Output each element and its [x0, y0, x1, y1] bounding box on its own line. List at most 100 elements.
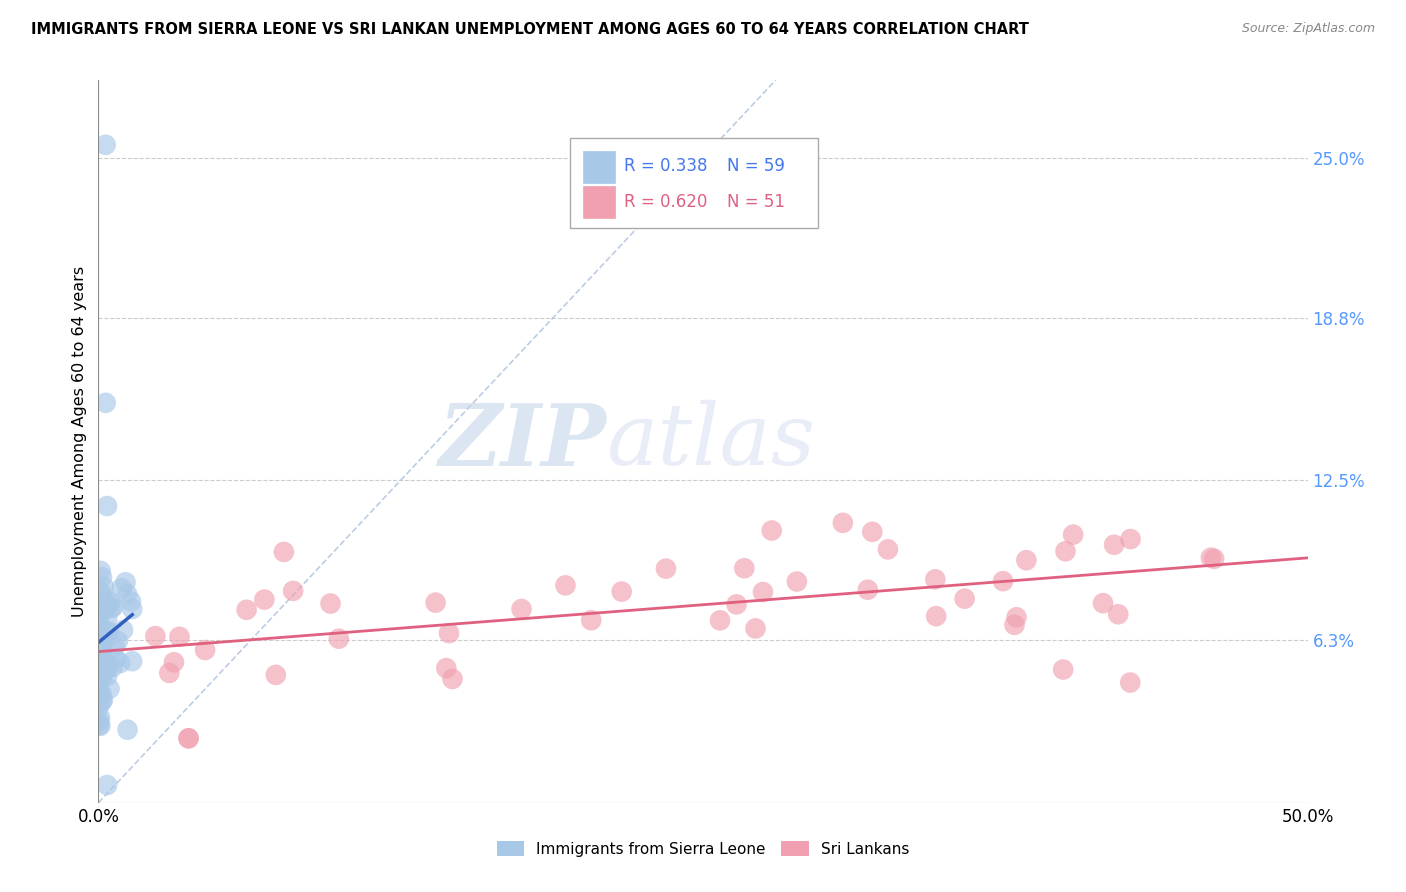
FancyBboxPatch shape	[569, 138, 818, 228]
Point	[101, 660, 124, 674]
FancyBboxPatch shape	[583, 186, 614, 218]
Point	[94, 632, 117, 646]
Point	[1005, 610, 1028, 624]
Point	[163, 655, 186, 669]
Point	[89, 710, 111, 724]
Point	[111, 581, 134, 595]
Point	[1054, 544, 1077, 558]
Point	[425, 596, 447, 610]
Text: N = 59: N = 59	[727, 156, 785, 175]
Point	[93, 591, 115, 605]
Point	[991, 574, 1014, 588]
Point	[89, 719, 111, 733]
Point	[860, 524, 883, 539]
Point	[98, 681, 121, 696]
Point	[103, 640, 125, 654]
Point	[924, 572, 946, 586]
Point	[733, 561, 755, 575]
Point	[115, 587, 138, 601]
Point	[89, 686, 111, 700]
Point	[94, 657, 117, 671]
Text: N = 51: N = 51	[727, 193, 785, 211]
Point	[709, 613, 731, 627]
Point	[1062, 527, 1084, 541]
Text: atlas: atlas	[606, 401, 815, 483]
Point	[94, 396, 117, 410]
Point	[1015, 553, 1038, 567]
Point	[253, 592, 276, 607]
Point	[87, 714, 110, 729]
Point	[90, 564, 112, 578]
Point	[437, 626, 460, 640]
Point	[104, 651, 127, 665]
Point	[786, 574, 808, 589]
Point	[655, 561, 678, 575]
Point	[96, 611, 118, 625]
Point	[89, 652, 111, 666]
Point	[94, 663, 117, 677]
Point	[94, 662, 117, 676]
Point	[761, 524, 783, 538]
Point	[319, 597, 342, 611]
Text: R = 0.620: R = 0.620	[624, 193, 707, 211]
Point	[90, 628, 112, 642]
Point	[1204, 552, 1226, 566]
Point	[108, 656, 131, 670]
Legend: Immigrants from Sierra Leone, Sri Lankans: Immigrants from Sierra Leone, Sri Lankan…	[496, 840, 910, 856]
Point	[98, 595, 121, 609]
Point	[554, 578, 576, 592]
Point	[581, 613, 603, 627]
Point	[90, 668, 112, 682]
Point	[91, 570, 114, 584]
Point	[90, 650, 112, 665]
Point	[89, 584, 111, 599]
Point	[264, 668, 287, 682]
Point	[177, 731, 200, 746]
Point	[117, 723, 139, 737]
Point	[157, 665, 180, 680]
Point	[328, 632, 350, 646]
FancyBboxPatch shape	[583, 151, 614, 183]
Point	[97, 624, 120, 639]
Point	[87, 595, 110, 609]
Text: IMMIGRANTS FROM SIERRA LEONE VS SRI LANKAN UNEMPLOYMENT AMONG AGES 60 TO 64 YEAR: IMMIGRANTS FROM SIERRA LEONE VS SRI LANK…	[31, 22, 1029, 37]
Point	[856, 582, 879, 597]
Point	[1092, 596, 1115, 610]
Point	[96, 499, 118, 513]
Point	[112, 623, 135, 637]
Point	[96, 669, 118, 683]
Point	[90, 673, 112, 688]
Point	[93, 580, 115, 594]
Point	[177, 731, 200, 746]
Point	[441, 672, 464, 686]
Point	[434, 661, 457, 675]
Point	[96, 661, 118, 675]
Point	[107, 634, 129, 648]
Text: R = 0.338: R = 0.338	[624, 156, 707, 175]
Point	[114, 575, 136, 590]
Point	[120, 594, 142, 608]
Point	[510, 602, 533, 616]
Point	[100, 601, 122, 615]
Point	[1199, 550, 1222, 565]
Point	[89, 606, 111, 620]
Point	[89, 644, 111, 658]
Point	[273, 545, 295, 559]
Point	[103, 599, 125, 614]
Point	[121, 602, 143, 616]
Point	[281, 583, 304, 598]
Point	[1102, 538, 1125, 552]
Point	[752, 585, 775, 599]
Point	[610, 584, 633, 599]
Point	[93, 602, 115, 616]
Point	[1119, 532, 1142, 546]
Point	[90, 694, 112, 708]
Point	[94, 624, 117, 638]
Point	[194, 643, 217, 657]
Point	[145, 629, 167, 643]
Y-axis label: Unemployment Among Ages 60 to 64 years: Unemployment Among Ages 60 to 64 years	[72, 266, 87, 617]
Point	[831, 516, 853, 530]
Point	[1119, 675, 1142, 690]
Point	[89, 661, 111, 675]
Point	[744, 622, 766, 636]
